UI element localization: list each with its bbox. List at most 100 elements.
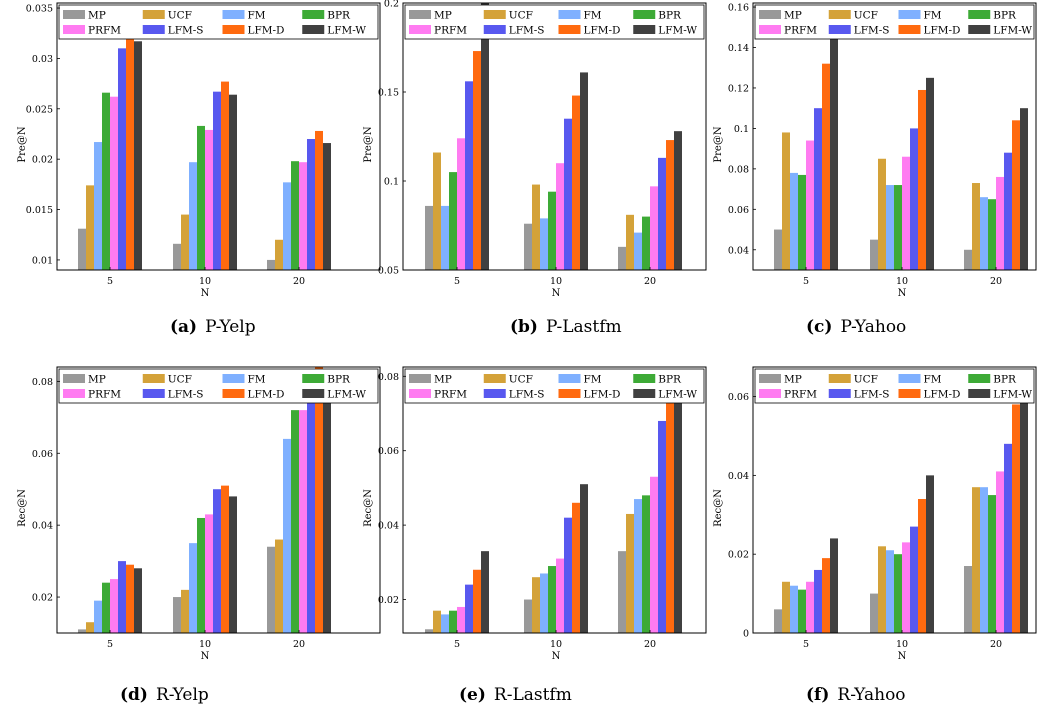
bar-bpr-5 [449,610,457,633]
x-tick-label: 20 [644,276,656,287]
legend-swatch-lfm-w [968,25,991,34]
bar-lfm-s-10 [564,517,572,633]
legend-swatch-fm [222,374,245,383]
legend-swatch-lfm-s [828,389,851,398]
legend-label-lfm-s: LFM-S [168,389,204,401]
bar-lfm-w-20 [674,391,682,633]
plot-frame [752,366,1037,634]
legend: MP UCF FM BPR PRFM LFM-S LFM-D LFM-W [58,368,379,404]
bar-lfm-s-20 [658,157,666,270]
legend-swatch-lfm-d [558,389,581,398]
x-tick-label: 5 [454,276,460,287]
bar-fm-5 [94,142,102,270]
bar-prfm-10 [205,514,213,633]
x-tick-label: 5 [107,639,113,650]
bar-bpr-10 [894,185,902,270]
legend-label-bpr: BPR [993,10,1017,22]
chart-panel-6: MP UCF FM BPR PRFM LFM-S LFM-D LFM-W 0 0.02 0.04 0.… [713,366,1037,705]
y-tick-label: 0.04 [378,521,399,532]
y-axis: 0.02 0.04 0.06 0.08 [378,372,406,606]
bar-bpr-5 [798,174,806,270]
legend-label-ucf: UCF [168,374,192,386]
legend-label-ucf: UCF [168,10,192,22]
y-axis-label: Rec@N [363,489,374,527]
y-axis: 0 0.02 0.04 0.06 [728,392,756,640]
legend-label-lfm-d: LFM-D [584,25,621,37]
x-tick-label: 10 [550,276,562,287]
bar-mp-5 [774,609,782,633]
legend-label-lfm-d: LFM-D [248,25,285,37]
bar-prfm-20 [299,410,307,633]
bar-bpr-5 [449,172,457,270]
bar-lfm-w-5 [830,538,838,633]
legend: MP UCF FM BPR PRFM LFM-S LFM-D LFM-W [404,4,705,40]
legend-swatch-ucf [483,374,506,383]
legend-swatch-mp [63,374,85,383]
legend-label-bpr: BPR [327,10,351,22]
legend-swatch-lfm-d [558,25,581,34]
y-tick-label: 0.04 [728,245,749,256]
bar-lfm-s-10 [910,526,918,633]
y-tick-label: 0.06 [728,205,749,216]
bar-lfm-s-10 [910,128,918,270]
legend-swatch-mp [409,374,431,383]
legend-swatch-fm [898,374,921,383]
legend-label-mp: MP [434,374,452,386]
y-tick-label: 0.04 [728,471,749,482]
legend-swatch-ucf [142,374,165,383]
legend-swatch-prfm [409,389,431,398]
legend-swatch-lfm-d [222,25,245,34]
legend-label-fm: FM [584,10,602,22]
bar-lfm-d-20 [315,130,323,270]
bar-fm-10 [189,543,197,633]
legend-label-prfm: PRFM [434,389,467,401]
bar-lfm-w-5 [830,37,838,270]
caption-label: (d) [120,685,148,705]
bar-mp-5 [425,629,433,633]
legend-swatch-bpr [302,374,325,383]
y-tick-label: 0.04 [32,521,53,532]
y-tick-label: 0.12 [728,83,749,94]
legend-swatch-prfm [759,389,781,398]
bar-lfm-w-10 [926,77,934,270]
bar-lfm-s-5 [118,48,126,270]
legend-label-lfm-w: LFM-W [993,25,1032,37]
bar-bpr-5 [798,589,806,633]
chart-panel-2: MP UCF FM BPR PRFM LFM-S LFM-D LFM-W 0.05 0.1 0.15… [363,0,707,337]
bar-lfm-w-20 [1020,368,1028,633]
x-axis: 5 10 20 [107,630,305,650]
bar-mp-5 [425,205,433,270]
bar-mp-10 [173,243,181,270]
x-tick-label: 20 [644,639,656,650]
bar-mp-10 [173,597,181,633]
bar-fm-5 [94,600,102,633]
bar-ucf-10 [878,158,886,270]
bar-lfm-s-5 [465,81,473,270]
y-tick-label: 0.1 [384,177,399,188]
legend-label-bpr: BPR [658,10,682,22]
x-axis: 5 10 20 [803,630,1002,650]
y-tick-label: 0.08 [378,372,399,383]
bar-lfm-d-10 [572,95,580,270]
legend-swatch-fm [222,10,245,19]
bar-prfm-20 [299,162,307,270]
bar-lfm-d-5 [126,28,134,271]
bar-fm-20 [980,197,988,270]
legend-swatch-bpr [633,10,656,19]
bar-ucf-20 [275,239,283,270]
bar-bpr-5 [102,582,110,633]
legend-swatch-lfm-d [898,25,921,34]
bar-mp-5 [78,629,86,633]
bar-mp-20 [964,566,972,633]
legend-swatch-lfm-s [142,389,165,398]
legend-swatch-bpr [968,10,991,19]
legend-swatch-ucf [142,10,165,19]
bar-fm-20 [283,182,291,270]
bar-prfm-10 [556,163,564,270]
legend-swatch-mp [759,374,781,383]
bar-fm-5 [441,614,449,633]
bar-prfm-10 [902,156,910,270]
bar-lfm-w-5 [481,3,489,270]
